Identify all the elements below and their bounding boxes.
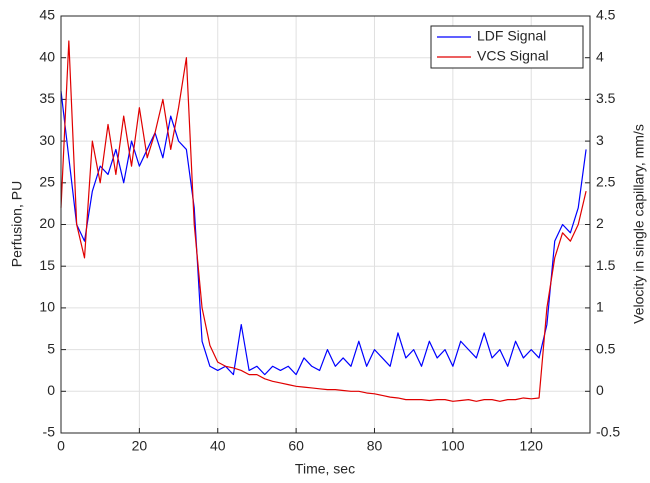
y-tick-label: 30 — [39, 132, 55, 148]
y-tick-label: 20 — [39, 215, 55, 231]
x-tick-label: 40 — [210, 438, 226, 454]
y-tick-label: 15 — [39, 257, 55, 273]
y-tick-label: 5 — [47, 340, 55, 356]
y-tick-label: 35 — [39, 90, 55, 106]
y-tick-label: 25 — [39, 174, 55, 190]
x-tick-label: 60 — [288, 438, 304, 454]
y2-tick-label: 1.5 — [596, 257, 616, 273]
legend-label: VCS Signal — [477, 48, 549, 64]
y-tick-label: 0 — [47, 382, 55, 398]
y2-tick-label: 4.5 — [596, 7, 616, 23]
y2-tick-label: 1 — [596, 299, 604, 315]
x-tick-label: 80 — [367, 438, 383, 454]
x-axis-label: Time, sec — [295, 461, 355, 477]
y-tick-label: -5 — [43, 424, 56, 440]
data-line — [60, 90, 587, 376]
legend-label: LDF Signal — [477, 28, 546, 44]
y2-tick-label: -0.5 — [596, 424, 620, 440]
y2-tick-label: 3.5 — [596, 90, 616, 106]
x-tick-label: 100 — [441, 438, 465, 454]
y2-tick-label: 4 — [596, 48, 604, 64]
legend-box — [430, 25, 584, 69]
x-tick-label: 0 — [57, 438, 65, 454]
y2-tick-label: 2 — [596, 215, 604, 231]
y2-tick-label: 0 — [596, 382, 604, 398]
y-tick-label: 45 — [39, 7, 55, 23]
x-tick-label: 20 — [132, 438, 148, 454]
y-tick-label: 10 — [39, 299, 55, 315]
data-line — [60, 40, 587, 402]
y-tick-label: 40 — [39, 48, 55, 64]
plot-frame — [60, 15, 591, 434]
y2-tick-label: 3 — [596, 132, 604, 148]
x-tick-label: 120 — [520, 438, 544, 454]
y2-tick-label: 2.5 — [596, 174, 616, 190]
y2-tick-label: 0.5 — [596, 340, 616, 356]
y-axis-label: Perfusion, PU — [9, 181, 25, 267]
y2-axis-label: Velocity in single capillary, mm/s — [631, 124, 647, 324]
